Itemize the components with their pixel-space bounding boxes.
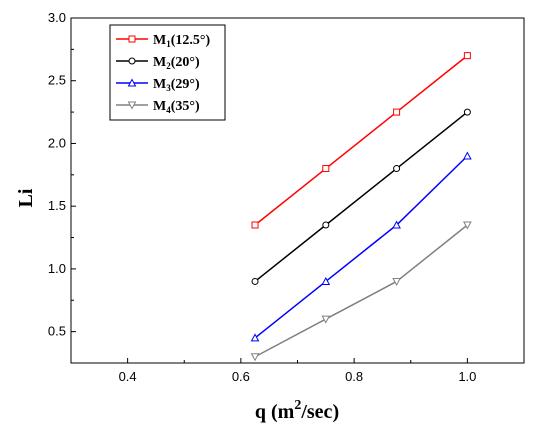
legend-item-4: M4(35°) — [116, 99, 200, 115]
y-axis-title: Li — [15, 188, 37, 207]
legend-label-main: M — [153, 77, 166, 92]
y-tick-label: 2.0 — [48, 135, 66, 150]
x-tick-label: 0.8 — [345, 369, 363, 384]
x-axis-title-tail: /sec) — [300, 401, 339, 423]
series-layer — [250, 52, 472, 362]
legend: M1(12.5°)M2(20°)M3(29°)M4(35°) — [109, 24, 226, 121]
legend-label-sub: 4 — [166, 105, 171, 115]
data-point — [393, 165, 401, 173]
legend-items: M1(12.5°)M2(20°)M3(29°)M4(35°) — [116, 33, 210, 115]
data-point — [463, 151, 472, 160]
y-tick-label: 1.0 — [48, 261, 66, 276]
legend-label-main: M — [153, 33, 166, 48]
data-point — [251, 221, 259, 229]
legend-swatch-marker — [128, 57, 136, 65]
series-2 — [251, 108, 471, 285]
legend-label-tail: (12.5°) — [171, 33, 211, 48]
x-axis-title-main: q (m — [255, 401, 295, 423]
axis-ticks: 0.4 0.6 0.8 1.0 0.5 1.0 1.5 2.0 2.5 3.0 — [48, 10, 476, 384]
data-point — [463, 221, 472, 230]
y-tick-label: 0.5 — [48, 324, 66, 339]
data-point — [463, 108, 471, 116]
legend-swatch-marker — [127, 78, 137, 87]
legend-item-1: M1(12.5°) — [116, 33, 210, 49]
legend-label-sub: 1 — [166, 39, 171, 49]
legend-item-2: M2(20°) — [116, 55, 200, 71]
series-line — [254, 224, 468, 358]
legend-label-tail: (35°) — [171, 99, 200, 114]
legend-label: M4(35°) — [153, 99, 200, 115]
series-line — [254, 111, 468, 283]
legend-label-main: M — [153, 55, 166, 70]
y-tick-label: 2.5 — [48, 73, 66, 88]
legend-label: M2(20°) — [153, 55, 200, 71]
legend-label-sub: 2 — [166, 61, 171, 71]
data-point — [393, 108, 401, 116]
legend-swatch-marker — [128, 35, 136, 43]
data-point — [392, 277, 401, 287]
series-4 — [250, 221, 472, 362]
data-point — [321, 276, 331, 285]
y-tick-label: 1.5 — [48, 198, 66, 213]
data-point — [251, 277, 259, 285]
data-point — [321, 315, 331, 324]
data-point — [250, 333, 260, 342]
x-tick-label: 1.0 — [458, 369, 476, 384]
series-1 — [251, 52, 471, 229]
data-point — [392, 220, 401, 229]
data-point — [322, 221, 330, 229]
legend-label: M3(29°) — [153, 77, 200, 93]
x-axis-title-sup: 2 — [294, 398, 301, 413]
legend-item-3: M3(29°) — [116, 77, 200, 93]
series-3 — [250, 151, 472, 342]
legend-label-sub: 3 — [166, 83, 171, 93]
data-point — [250, 353, 260, 362]
legend-label: M1(12.5°) — [153, 33, 210, 49]
legend-label-tail: (29°) — [171, 77, 200, 92]
legend-swatch-marker — [127, 101, 137, 110]
legend-label-tail: (20°) — [171, 55, 200, 70]
x-tick-label: 0.6 — [232, 369, 250, 384]
data-point — [463, 52, 471, 60]
x-axis-title: q (m2/sec) — [255, 398, 339, 423]
series-line — [254, 55, 468, 226]
y-tick-label: 3.0 — [48, 10, 66, 25]
legend-label-main: M — [153, 99, 166, 114]
data-point — [322, 165, 330, 173]
series-line — [254, 155, 468, 339]
x-tick-label: 0.4 — [119, 369, 137, 384]
